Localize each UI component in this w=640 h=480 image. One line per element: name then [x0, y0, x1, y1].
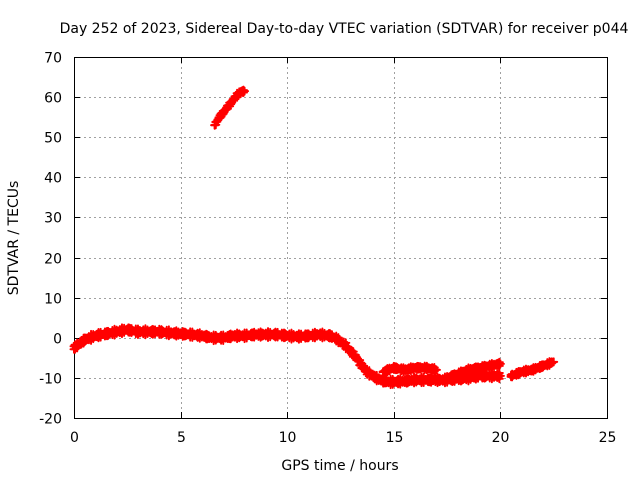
- series-segment-2: [442, 357, 505, 384]
- y-tick-label: 30: [44, 211, 62, 227]
- y-axis-label: SDTVAR / TECUs: [6, 181, 22, 296]
- x-tick-label: 15: [386, 430, 404, 446]
- y-tick-label: -10: [39, 372, 62, 388]
- data-point: [240, 86, 250, 96]
- y-tick-label: 10: [44, 292, 62, 308]
- data-point: [431, 365, 441, 375]
- x-tick-label: 25: [599, 430, 617, 446]
- y-tick-label: 0: [53, 332, 62, 348]
- y-tick-label: -20: [39, 412, 62, 428]
- tick-labels: 0 5 10 15 20 25 -20 -10 0 10 20 30 40 50 60 70: [39, 51, 616, 447]
- y-tick-label: 50: [44, 131, 62, 147]
- series-segment-0: [69, 323, 505, 390]
- data-point: [495, 371, 505, 381]
- data-point: [495, 359, 505, 369]
- series-segment-1: [378, 361, 441, 377]
- series-segment-4: [210, 85, 250, 130]
- axis-ticks: [74, 57, 608, 419]
- y-tick-label: 70: [44, 51, 62, 67]
- x-tick-label: 5: [177, 430, 186, 446]
- x-tick-label: 20: [492, 430, 510, 446]
- y-tick-label: 20: [44, 252, 62, 268]
- x-tick-label: 0: [70, 430, 79, 446]
- x-tick-label: 10: [279, 430, 297, 446]
- y-tick-label: 40: [44, 171, 62, 187]
- x-axis-label: GPS time / hours: [281, 458, 398, 474]
- data-series: [69, 85, 559, 390]
- grid: [74, 57, 607, 418]
- chart-title: Day 252 of 2023, Sidereal Day-to-day VTE…: [60, 21, 629, 37]
- series-segment-3: [506, 357, 559, 382]
- y-tick-label: 60: [44, 91, 62, 107]
- plot-frame: [74, 57, 608, 419]
- data-point: [549, 357, 559, 367]
